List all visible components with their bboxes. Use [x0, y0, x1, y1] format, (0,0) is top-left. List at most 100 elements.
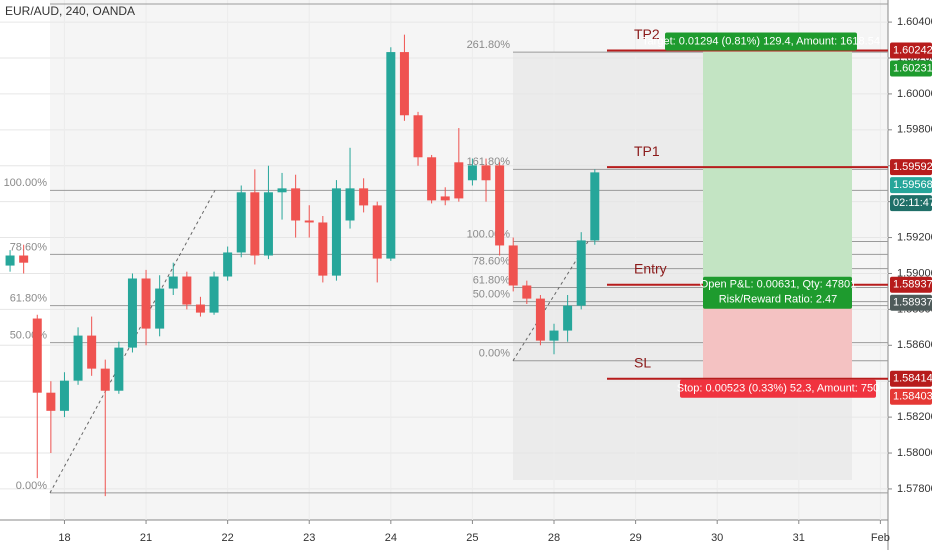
- y-tick-label: 1.59800: [897, 124, 932, 136]
- x-tick-label: 25: [466, 532, 478, 544]
- fib-label: 0.00%: [16, 480, 47, 492]
- candle-body: [549, 330, 559, 341]
- candle-body: [209, 276, 219, 313]
- target-box: [665, 32, 857, 51]
- x-tick-label: 23: [303, 532, 315, 544]
- price-label-box: [890, 294, 932, 311]
- candle-body: [155, 288, 165, 329]
- candle-body: [440, 196, 450, 201]
- rr-text: Risk/Reward Ratio: 2.47: [719, 294, 838, 306]
- fib-label: 61.80%: [10, 293, 48, 305]
- fib-label: 261.80%: [467, 39, 511, 51]
- candle-body: [331, 188, 341, 276]
- y-tick-label: 1.60400: [897, 16, 932, 28]
- pnl-text: Open P&L: 0.00631, Qty: 47801: [700, 279, 857, 291]
- fib-label: 161.80%: [4, 0, 48, 3]
- y-tick-label: 1.59000: [897, 267, 932, 279]
- candle-body: [318, 222, 328, 276]
- x-tick-label: 21: [140, 532, 152, 544]
- level-label: TP2: [634, 26, 660, 42]
- candle-body: [73, 335, 83, 381]
- candle-body: [454, 162, 464, 199]
- price-label: 1.58403: [893, 391, 932, 403]
- candle-body: [195, 304, 205, 313]
- candle-body: [345, 188, 355, 221]
- candle-body: [535, 298, 545, 341]
- y-tick-label: 1.58200: [897, 411, 932, 423]
- y-tick-label: 1.58000: [897, 447, 932, 459]
- candle-body: [508, 245, 518, 286]
- price-label: 02:11:47: [893, 197, 932, 209]
- candle-body: [250, 192, 260, 256]
- candle-body: [100, 368, 110, 391]
- y-tick-label: 1.60000: [897, 88, 932, 100]
- stop-box: [680, 379, 876, 398]
- x-tick-label: 29: [629, 532, 641, 544]
- candle-body: [5, 255, 15, 266]
- candle-body: [304, 220, 314, 223]
- candle-body: [19, 255, 29, 263]
- price-label: 1.60242: [893, 44, 932, 56]
- candle-body: [168, 276, 178, 289]
- price-label-box: [890, 159, 932, 176]
- price-label-box: [890, 177, 932, 194]
- level-label: TP1: [634, 143, 660, 159]
- price-label: 1.59592: [893, 161, 932, 173]
- y-tick-label: 1.58600: [897, 339, 932, 351]
- x-tick-label: 24: [385, 532, 397, 544]
- x-tick-label: 30: [711, 532, 723, 544]
- y-tick-label: 1.59200: [897, 231, 932, 243]
- stop-text: Stop: 0.00523 (0.33%) 52.3, Amount: 750: [677, 383, 879, 395]
- price-label-box: [890, 195, 932, 212]
- candle-body: [386, 52, 396, 259]
- candle-body: [182, 276, 192, 305]
- candle-body: [590, 172, 600, 241]
- fib-label: 0.00%: [479, 348, 510, 360]
- candle-body: [87, 335, 97, 369]
- fib-label: 50.00%: [473, 289, 511, 301]
- price-label-box: [890, 370, 932, 387]
- candle-body: [236, 192, 246, 253]
- target-text: Target: 0.01294 (0.81%) 129.4, Amount: 1…: [642, 35, 880, 47]
- fib-label: 78.60%: [473, 256, 511, 268]
- candle-body: [399, 52, 409, 116]
- chart-title: EUR/AUD, 240, OANDA: [5, 4, 135, 18]
- candle-body: [372, 205, 382, 259]
- candle-body: [223, 252, 233, 277]
- candle-body: [291, 188, 301, 221]
- candle-body: [141, 278, 151, 329]
- candle-body: [563, 305, 573, 331]
- level-label: SL: [634, 354, 651, 370]
- price-label: 1.58937: [893, 297, 932, 309]
- candle-body: [59, 380, 69, 411]
- candle-body: [263, 192, 273, 256]
- candle-body: [127, 278, 137, 348]
- candle-body: [114, 347, 124, 391]
- price-label: 1.60231: [893, 62, 932, 74]
- price-label: 1.58414: [893, 373, 932, 385]
- x-tick-label: 18: [58, 532, 70, 544]
- price-label-box: [890, 42, 932, 59]
- price-label-box: [890, 388, 932, 405]
- candle-body: [427, 157, 437, 201]
- candle-body: [467, 165, 477, 181]
- x-tick-label: 28: [548, 532, 560, 544]
- price-label-box: [890, 276, 932, 293]
- fib-label: 61.80%: [473, 274, 511, 286]
- level-label: Entry: [634, 260, 667, 276]
- price-label-box: [890, 60, 932, 77]
- fib-label: 78.60%: [10, 241, 48, 253]
- candle-body: [495, 165, 505, 246]
- fib-label: 100.00%: [4, 177, 48, 189]
- candle-body: [481, 165, 491, 181]
- candle-body: [413, 115, 423, 158]
- x-tick-label: Feb: [871, 532, 890, 544]
- candle-body: [32, 318, 42, 393]
- price-label: 1.58937: [893, 279, 932, 291]
- candle-body: [46, 392, 56, 411]
- y-tick-label: 1.57800: [897, 483, 932, 495]
- pnl-box: [703, 276, 852, 309]
- candle-body: [576, 240, 586, 306]
- candle-body: [277, 188, 287, 193]
